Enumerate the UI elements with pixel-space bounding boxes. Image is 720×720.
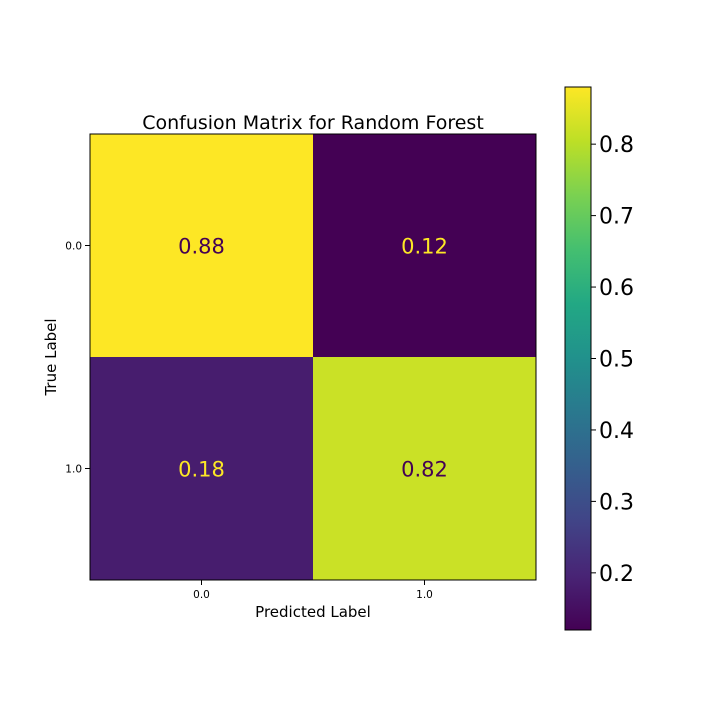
colorbar [564,86,592,631]
chart-title: Confusion Matrix for Random Forest [142,112,484,134]
colorbar-tick-label: 0.8 [599,133,634,158]
heatmap-cell [313,134,536,357]
heatmap-cell-label: 0.88 [178,235,225,259]
y-axis-ticks: 0.0 1.0 [65,241,90,476]
heatmap-cell-labels: 0.88 0.12 0.18 0.82 [178,235,448,482]
colorbar-tick-label: 0.6 [599,276,634,301]
x-tick-label: 0.0 [193,589,210,601]
colorbar-tick-label: 0.4 [599,419,634,444]
heatmap-cell-label: 0.82 [401,458,448,482]
heatmap-cell [313,357,536,580]
x-axis-label: Predicted Label [255,603,371,621]
heatmap-cell [90,357,313,580]
colorbar-tick-label: 0.3 [599,490,634,515]
colorbar-tick-label: 0.7 [599,205,634,230]
x-tick-label: 1.0 [416,589,433,601]
y-tick-label: 0.0 [65,241,82,253]
plot-frame [89,133,537,581]
x-axis-ticks: 0.0 1.0 [193,580,433,601]
heatmap-cells [90,134,536,580]
colorbar-ticks: 0.2 0.3 0.4 0.5 0.6 0.7 0.8 [591,133,634,587]
heatmap-cell-label: 0.12 [401,235,448,259]
heatmap-cell [90,134,313,357]
colorbar-tick-label: 0.2 [599,562,634,587]
colorbar-tick-label: 0.5 [599,348,634,373]
heatmap-cell-label: 0.18 [178,458,225,482]
y-tick-label: 1.0 [65,464,82,476]
y-axis-label: True Label [42,318,60,396]
